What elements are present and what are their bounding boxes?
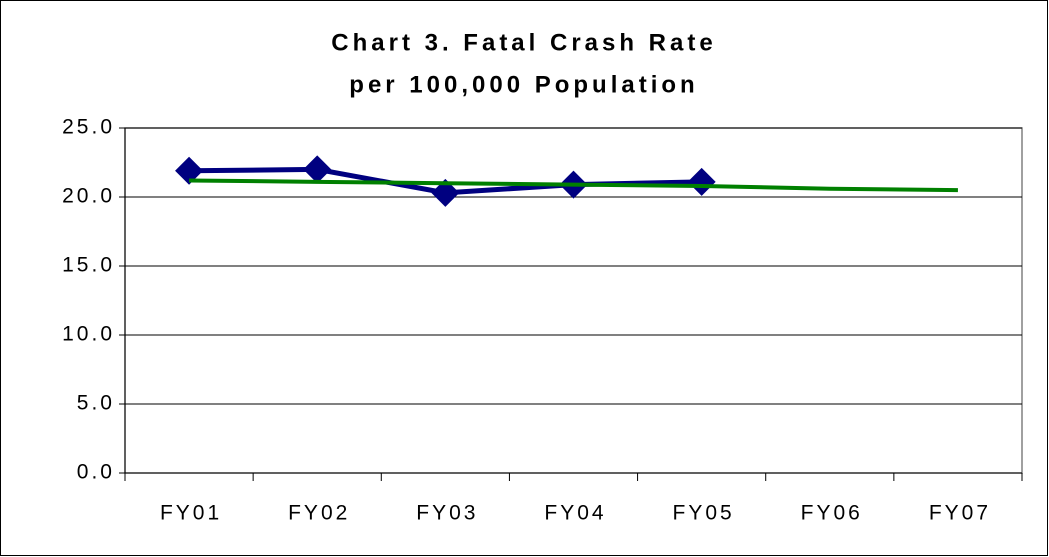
x-tick-label: FY03 bbox=[416, 502, 478, 525]
x-tick-label: FY06 bbox=[801, 502, 863, 525]
x-tick-label: FY04 bbox=[544, 502, 606, 525]
data-point bbox=[175, 156, 204, 185]
x-tick-label: FY07 bbox=[929, 502, 991, 525]
y-tick-label: 5.0 bbox=[77, 392, 115, 415]
series-line bbox=[189, 178, 958, 193]
data-point bbox=[431, 178, 460, 207]
y-tick-label: 0.0 bbox=[77, 461, 115, 484]
data-point bbox=[687, 167, 716, 196]
x-tick-label: FY05 bbox=[673, 502, 735, 525]
x-tick-label: FY02 bbox=[288, 502, 350, 525]
data-point bbox=[303, 155, 332, 184]
y-tick-label: 10.0 bbox=[62, 323, 115, 346]
y-tick-label: 25.0 bbox=[62, 116, 115, 139]
chart-title: per 100,000 Population bbox=[349, 71, 698, 98]
chart-title: Chart 3. Fatal Crash Rate bbox=[331, 29, 716, 56]
y-tick-label: 15.0 bbox=[62, 254, 115, 277]
x-tick-label: FY01 bbox=[160, 502, 222, 525]
y-tick-label: 20.0 bbox=[62, 185, 115, 208]
